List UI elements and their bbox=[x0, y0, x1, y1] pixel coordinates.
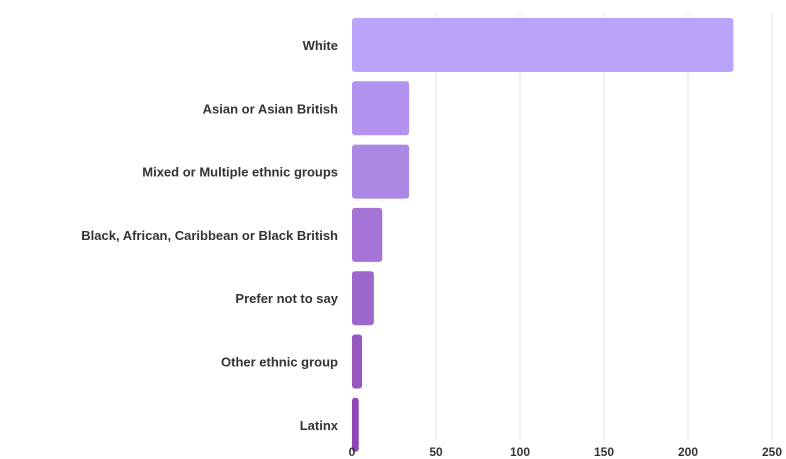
bar bbox=[352, 334, 363, 389]
category-label: Asian or Asian British bbox=[203, 101, 338, 116]
x-tick-label: 50 bbox=[429, 445, 443, 459]
category-label: White bbox=[303, 38, 338, 53]
x-tick-label: 0 bbox=[349, 445, 356, 459]
x-tick-label: 100 bbox=[510, 445, 530, 459]
bar bbox=[352, 271, 374, 326]
x-tick-label: 150 bbox=[594, 445, 614, 459]
x-tick-label: 250 bbox=[762, 445, 782, 459]
bars bbox=[352, 18, 734, 452]
category-labels: White Asian or Asian British Mixed or Mult… bbox=[81, 38, 338, 433]
bar bbox=[352, 397, 359, 452]
category-label: Prefer not to say bbox=[235, 291, 338, 306]
category-label: Latinx bbox=[300, 418, 339, 433]
bar bbox=[352, 18, 734, 72]
category-label: Other ethnic group bbox=[221, 355, 338, 370]
bar bbox=[352, 81, 410, 136]
category-label: Mixed or Multiple ethnic groups bbox=[142, 165, 338, 180]
x-axis-tick-labels: 0 50 100 150 200 250 bbox=[349, 445, 783, 459]
bar bbox=[352, 144, 410, 199]
bar bbox=[352, 207, 383, 262]
category-label: Black, African, Caribbean or Black Briti… bbox=[81, 228, 338, 243]
gridlines bbox=[435, 12, 773, 440]
x-tick-label: 200 bbox=[678, 445, 698, 459]
